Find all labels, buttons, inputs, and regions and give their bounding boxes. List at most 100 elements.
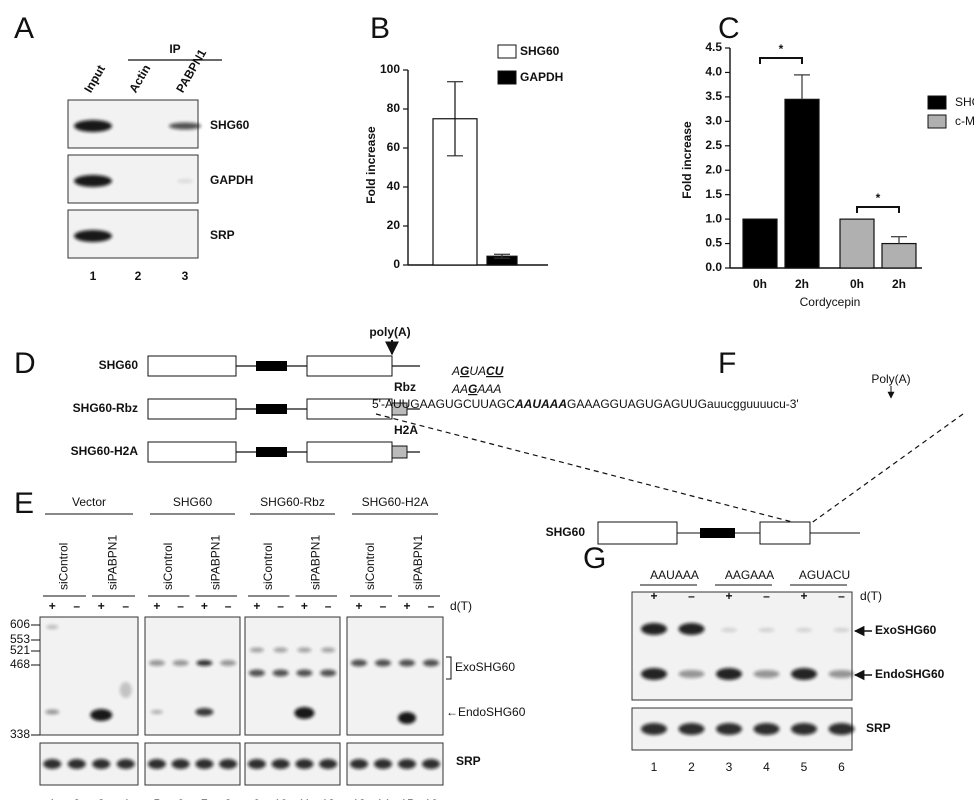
lane-number: 3 bbox=[726, 760, 733, 774]
gel-band bbox=[249, 647, 264, 653]
group-label: AGUACU bbox=[799, 568, 850, 582]
sign: + bbox=[403, 599, 410, 613]
lane-number: 13 bbox=[352, 797, 366, 800]
mutation-1: AGUACU bbox=[451, 364, 504, 378]
gel-band bbox=[150, 710, 163, 714]
gel-band bbox=[678, 670, 705, 678]
lane-number: 5 bbox=[154, 797, 161, 800]
gel-band bbox=[791, 723, 817, 735]
sign: + bbox=[725, 589, 732, 603]
gel-band bbox=[321, 647, 336, 653]
y-tick-label: 0.0 bbox=[705, 260, 722, 274]
gel-band bbox=[641, 668, 667, 680]
gel-band bbox=[753, 723, 780, 735]
construct-label: SHG60 bbox=[99, 358, 139, 372]
legend-label: SHG60 bbox=[520, 44, 560, 58]
panel-letter: A bbox=[14, 12, 34, 45]
sequence-part: AA bbox=[451, 382, 468, 396]
legend-label: c-MYC bbox=[955, 114, 974, 128]
gel-band bbox=[148, 660, 165, 666]
gel-band bbox=[45, 709, 60, 715]
lane-number: 2 bbox=[688, 760, 695, 774]
gel-band bbox=[43, 759, 62, 769]
exon bbox=[759, 521, 811, 545]
gel-band bbox=[721, 628, 737, 632]
gel-band bbox=[247, 759, 266, 769]
gel-band bbox=[295, 759, 314, 769]
sequence-part: CU bbox=[486, 364, 504, 378]
legend-swatch bbox=[927, 114, 947, 129]
lane-number: 4 bbox=[763, 760, 770, 774]
x-axis-label: Cordycepin bbox=[800, 295, 861, 309]
mutation-2: AAGAAA bbox=[451, 382, 501, 396]
sign: – bbox=[428, 599, 435, 613]
marker-label: 606 bbox=[10, 617, 30, 631]
panel-letter: E bbox=[14, 487, 34, 520]
gel-band bbox=[195, 759, 214, 769]
gel-band bbox=[716, 668, 742, 680]
lane-number: 6 bbox=[177, 797, 184, 800]
gel bbox=[631, 591, 853, 701]
sign: – bbox=[688, 589, 695, 603]
tag-label: H2A bbox=[394, 423, 418, 437]
gel-band bbox=[116, 759, 135, 769]
tag-label: poly(A) bbox=[369, 325, 410, 339]
y-tick-label: 60 bbox=[387, 140, 401, 154]
treatment-label: siControl bbox=[363, 543, 377, 590]
gel bbox=[346, 616, 444, 736]
panel-letter: F bbox=[718, 347, 736, 380]
error-bar bbox=[891, 236, 907, 244]
significance-bracket bbox=[856, 206, 900, 213]
gel-band bbox=[716, 723, 742, 735]
sign: + bbox=[800, 589, 807, 603]
y-tick-label: 80 bbox=[387, 101, 401, 115]
gel-band bbox=[220, 660, 237, 666]
gel bbox=[39, 616, 139, 736]
sign: – bbox=[225, 599, 232, 613]
gel-band bbox=[196, 660, 213, 666]
band-label: SRP bbox=[456, 754, 481, 768]
lane-number: 3 bbox=[182, 269, 189, 283]
y-tick-label: 0 bbox=[393, 257, 400, 271]
lane-number: 11 bbox=[298, 797, 311, 800]
tag-box bbox=[391, 445, 408, 459]
gel-band bbox=[758, 628, 775, 632]
panel-letter: D bbox=[14, 347, 36, 380]
sign: + bbox=[650, 589, 657, 603]
group-label: SHG60-H2A bbox=[362, 495, 429, 509]
gel-band bbox=[320, 669, 337, 677]
bar bbox=[784, 98, 820, 269]
tag-box bbox=[391, 402, 408, 416]
lane-number: 2 bbox=[73, 797, 80, 800]
gel-band bbox=[169, 122, 201, 130]
gel-band bbox=[297, 647, 312, 653]
treatment-label: siControl bbox=[161, 543, 175, 590]
error-bar bbox=[794, 74, 810, 100]
lane-number: 4 bbox=[122, 797, 129, 800]
treatment-label: siPABPN1 bbox=[106, 535, 120, 590]
dt-label: d(T) bbox=[860, 589, 882, 603]
lane-number: 1 bbox=[651, 760, 658, 774]
lane-header: Input bbox=[81, 63, 108, 95]
gel-band bbox=[791, 668, 817, 680]
x-tick-label: 2h bbox=[795, 277, 809, 291]
construct-label: SHG60-Rbz bbox=[73, 401, 138, 415]
sign: + bbox=[355, 599, 362, 613]
gel-band bbox=[119, 682, 132, 698]
gel-band bbox=[828, 723, 855, 735]
sequence-part: auucgguuuucu-3' bbox=[707, 397, 799, 411]
gel-band bbox=[422, 759, 440, 769]
bar bbox=[742, 218, 778, 269]
row-label: SHG60 bbox=[210, 118, 250, 132]
panel-letter: C bbox=[718, 12, 740, 45]
group-label: AAUAAA bbox=[650, 568, 699, 582]
zoom-line bbox=[375, 413, 801, 525]
group-label: SHG60 bbox=[173, 495, 213, 509]
error-bar bbox=[494, 253, 510, 259]
row-label: GAPDH bbox=[210, 173, 253, 187]
band-label: EndoSHG60 bbox=[875, 667, 945, 681]
lane-number: 5 bbox=[801, 760, 808, 774]
lane-number: 9 bbox=[254, 797, 261, 800]
gel-band bbox=[296, 669, 313, 677]
treatment-label: siPABPN1 bbox=[411, 535, 425, 590]
